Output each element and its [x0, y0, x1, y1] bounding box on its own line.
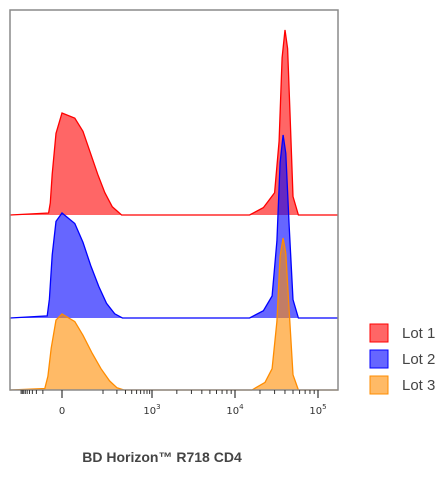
histogram-outline-1 — [9, 29, 338, 216]
histogram-fill-2 — [10, 135, 338, 318]
histogram-outline-3 — [9, 237, 338, 391]
x-tick-label-2: 104 — [226, 403, 244, 417]
x-tick-label-3: 105 — [309, 403, 326, 417]
legend-swatch-1 — [369, 323, 389, 343]
legend-label-1: Lot 1 — [402, 325, 435, 342]
histogram-outline-2 — [9, 134, 338, 319]
x-tick-label-0: 0 — [59, 406, 65, 417]
x-tick-label-1: 103 — [143, 403, 160, 417]
histogram-tracks — [9, 29, 338, 391]
legend-label-2: Lot 2 — [402, 351, 435, 368]
x-axis-label: BD Horizon™ R718 CD4 — [82, 449, 242, 465]
x-axis: 0 103 104 105 — [20, 390, 327, 417]
plot-frame — [9, 9, 339, 391]
legend-swatch-2 — [369, 349, 389, 369]
legend-swatch-3 — [369, 375, 389, 395]
histogram-fill-1 — [10, 30, 338, 215]
legend-label-3: Lot 3 — [402, 377, 435, 394]
legend: Lot 1 Lot 2 Lot 3 — [369, 323, 435, 395]
